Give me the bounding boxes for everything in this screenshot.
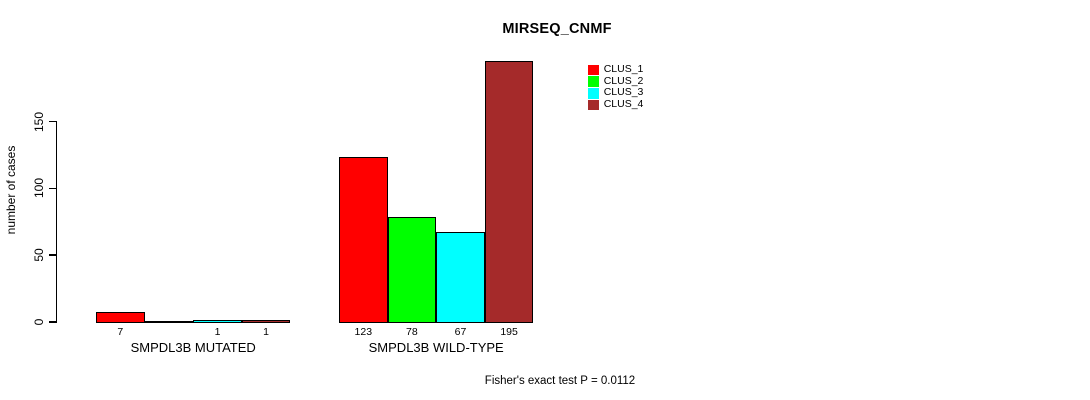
y-axis-line xyxy=(55,121,57,323)
group-label: SMPDL3B MUTATED xyxy=(130,340,256,355)
bar-count-label: 195 xyxy=(500,326,518,338)
legend-label: CLUS_1 xyxy=(603,63,644,75)
bar-clus_2-wild-type xyxy=(387,216,437,323)
bar-count-label: 67 xyxy=(454,326,467,338)
legend-row: CLUS_2 xyxy=(588,74,644,88)
bar-count-label: 78 xyxy=(406,326,418,338)
legend-label: CLUS_2 xyxy=(603,74,644,87)
bar-clus_3-wild-type xyxy=(436,231,485,323)
legend-row: CLUS_4 xyxy=(588,98,644,111)
legend-swatch-icon xyxy=(588,99,599,111)
y-tick-label: 100 xyxy=(32,178,46,199)
legend-row: CLUS_3 xyxy=(588,87,643,99)
y-tick-mark xyxy=(49,321,57,323)
legend-label: CLUS_3 xyxy=(603,86,644,99)
bar-clus_4-wild-type xyxy=(484,60,534,323)
bar-clus_3-mutated xyxy=(193,319,242,323)
y-tick-mark xyxy=(49,120,57,123)
legend-swatch-icon xyxy=(588,87,599,99)
y-tick-label: 50 xyxy=(32,248,46,262)
chart-title: MIRSEQ_CNMF xyxy=(502,21,612,37)
bar-count-label: 1 xyxy=(214,326,221,338)
bar-clus_1-wild-type xyxy=(339,156,388,323)
bar-clus_2-mutated xyxy=(144,321,194,323)
legend: CLUS_1 CLUS_2 CLUS_3 CLUS_4 xyxy=(588,63,644,111)
group-label: SMPDL3B WILD-TYPE xyxy=(368,340,504,355)
y-tick-mark xyxy=(49,254,57,256)
bar-count-label: 1 xyxy=(263,326,270,338)
legend-label: CLUS_4 xyxy=(603,98,644,111)
legend-swatch-icon xyxy=(588,76,599,87)
y-tick-label: 150 xyxy=(32,111,46,132)
fisher-test-annotation: Fisher's exact test P = 0.0112 xyxy=(484,375,636,387)
bar-clus_1-mutated xyxy=(96,311,145,323)
bar-count-label: 123 xyxy=(354,326,373,338)
bar-count-label: 7 xyxy=(117,326,124,338)
y-tick-mark xyxy=(49,187,57,190)
y-tick-label: 0 xyxy=(32,318,46,326)
y-axis-label: number of cases xyxy=(4,145,18,235)
legend-row: CLUS_1 xyxy=(588,63,644,76)
legend-swatch-icon xyxy=(588,64,599,76)
bar-clus_4-mutated xyxy=(241,319,291,323)
